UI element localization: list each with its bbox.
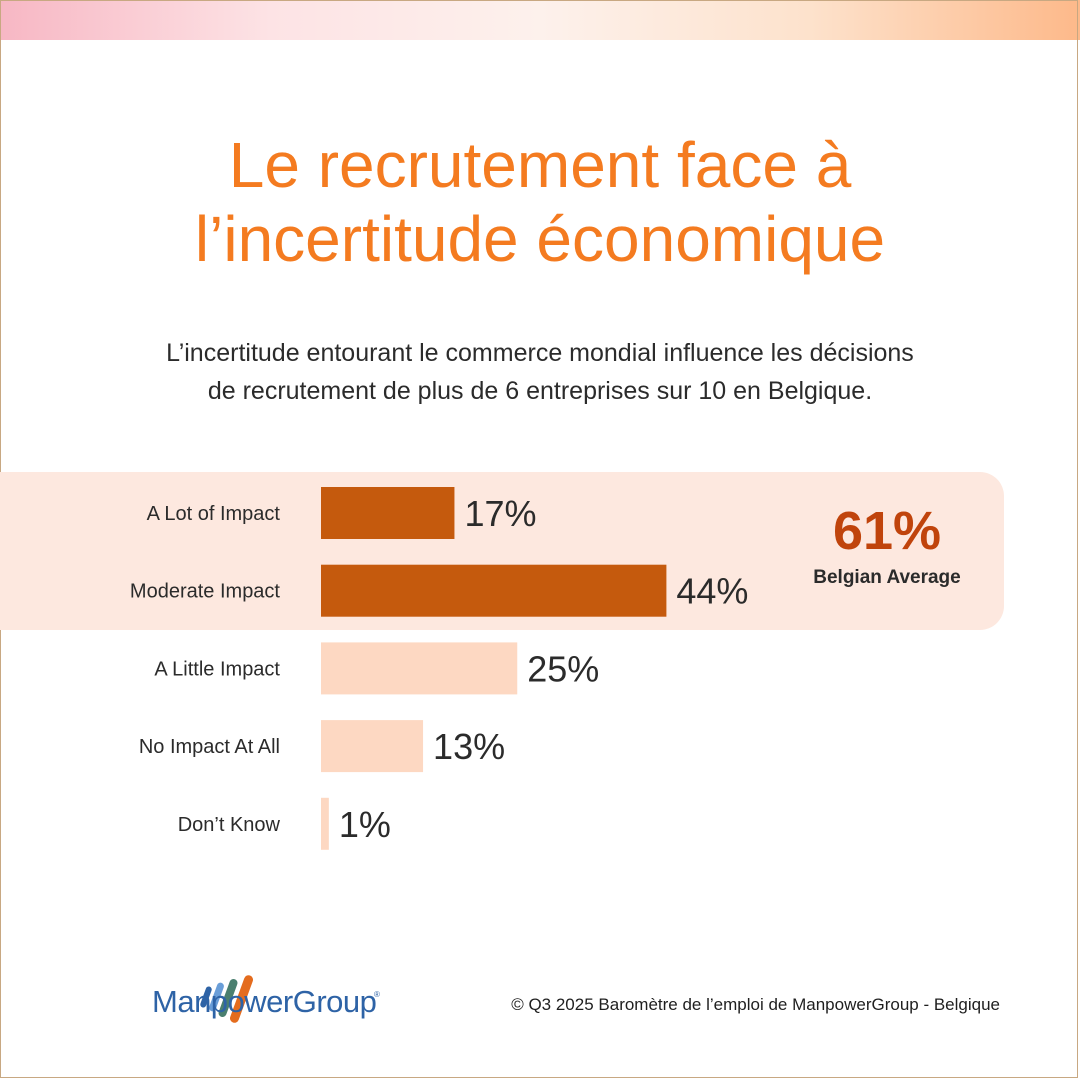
bar-value-label: 44%	[676, 571, 748, 612]
subtitle-line-1: L’incertitude entourant le commerce mond…	[166, 339, 914, 367]
category-label: No Impact At All	[139, 736, 280, 758]
title-line-1: Le recrutement face à	[228, 129, 852, 201]
bar	[321, 642, 518, 695]
title-line-2: l’incertitude économique	[194, 203, 886, 275]
category-label: A Little Impact	[154, 658, 280, 680]
top-gradient-band	[0, 0, 1080, 40]
bar	[321, 797, 329, 850]
bar	[321, 720, 424, 773]
category-label: Don’t Know	[178, 814, 281, 836]
bar-value-label: 1%	[339, 804, 391, 845]
bar-value-label: 17%	[464, 493, 536, 534]
belgian-average-label: Belgian Average	[813, 567, 961, 588]
logo-wordmark: ManpowerGroup	[152, 984, 377, 1019]
copyright-text: © Q3 2025 Baromètre de l’emploi de Manpo…	[511, 995, 1000, 1014]
bar	[321, 564, 667, 617]
category-label: Moderate Impact	[130, 581, 281, 603]
belgian-average-value: 61%	[832, 501, 942, 561]
subtitle-line-2: de recrutement de plus de 6 entreprises …	[207, 377, 873, 405]
manpowergroup-logo-icon	[200, 975, 254, 1023]
bar-value-label: 25%	[527, 648, 599, 689]
page-title: Le recrutement face à l’incertitude écon…	[0, 128, 1080, 276]
logo-registered-mark: ®	[374, 990, 380, 999]
bar-value-label: 13%	[433, 726, 505, 767]
bar	[321, 487, 455, 539]
category-label: A Lot of Impact	[147, 503, 281, 525]
subtitle: L’incertitude entourant le commerce mond…	[0, 334, 1080, 410]
